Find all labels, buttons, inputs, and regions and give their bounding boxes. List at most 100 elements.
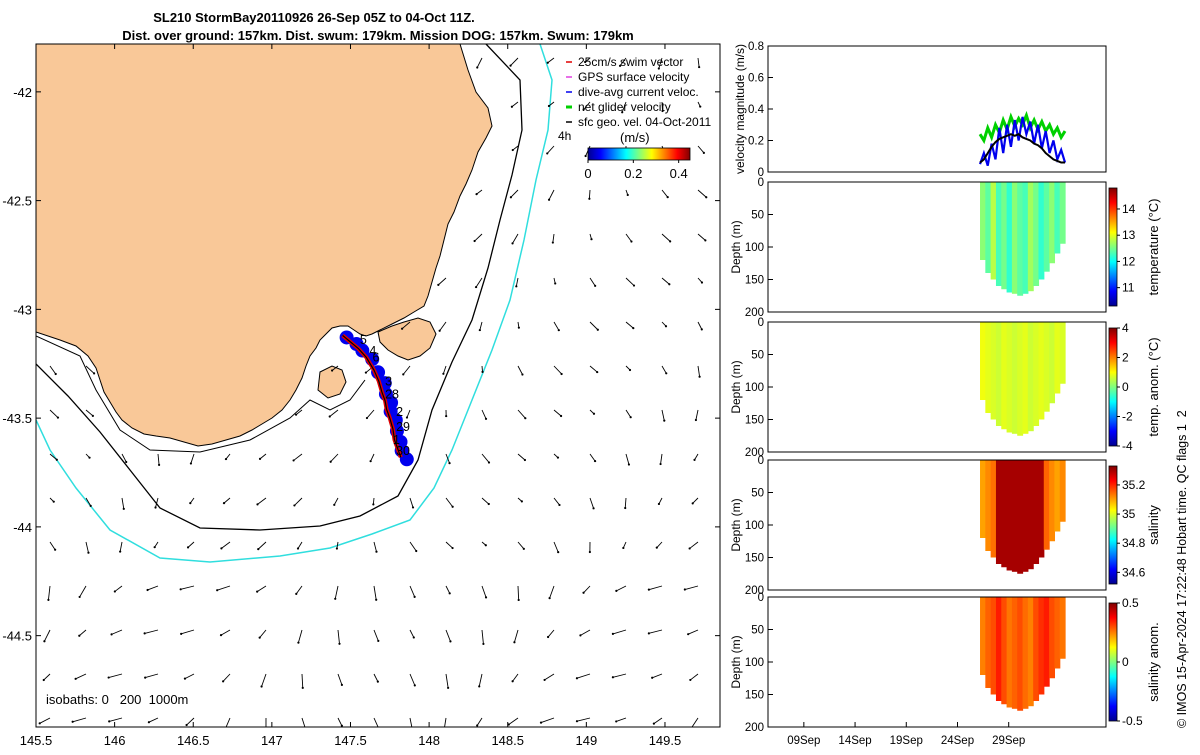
vector-arrow-head [482, 643, 484, 645]
section-ytick-label: 150 [745, 415, 764, 427]
section-cell [1049, 460, 1055, 541]
vector-arrow-head [154, 506, 156, 508]
vector-arrow-head [651, 677, 653, 679]
vector-arrow-head [701, 281, 703, 283]
section-ytick-label: 0 [758, 317, 764, 329]
map-ytick-label: -43 [13, 302, 32, 317]
section-ytick-label: 100 [745, 242, 764, 254]
vector-arrow-head [375, 599, 377, 601]
section-colorbar-tick-label: 34.6 [1122, 565, 1146, 579]
section-colorbar-tick-label: 0.5 [1122, 596, 1139, 610]
vector-arrow-head [592, 507, 594, 509]
section-cell [985, 322, 991, 413]
section-cell [1007, 460, 1013, 571]
section-cell [1033, 322, 1039, 426]
vector-arrow-head [53, 501, 55, 503]
vector-arrow-head [698, 66, 700, 68]
section-cell [1049, 597, 1055, 678]
speed-colorbar [588, 148, 690, 160]
vector-arrow-head [560, 415, 562, 417]
vector-arrow-head [593, 413, 595, 415]
section-cell [980, 182, 986, 260]
map-xtick-label: 149 [575, 733, 597, 748]
section-ylabel: Depth (m) [729, 498, 743, 551]
section-cell [1038, 597, 1044, 695]
vector-arrow-head [693, 459, 695, 461]
vector-arrow-head [259, 458, 261, 460]
vector-arrow-head [615, 720, 617, 722]
section-colorbar-tick-label: -0.5 [1122, 714, 1143, 728]
section-cell [1023, 322, 1029, 434]
section-cell [1054, 597, 1060, 669]
section-colorbar-tick-label: 35.2 [1122, 478, 1146, 492]
vector-arrow-head [524, 459, 526, 461]
vector-arrow-head [56, 459, 58, 461]
vector-arrow-head [612, 676, 614, 678]
colorbar-title: (m/s) [620, 130, 650, 145]
section-cell [1007, 322, 1013, 433]
vector-arrow-head [377, 640, 379, 642]
section-ytick-label: 150 [745, 275, 764, 287]
vector-arrow-head [257, 548, 259, 550]
section-cell [985, 182, 991, 273]
isobath-label: isobaths: 0 200 1000m [46, 692, 188, 707]
colorbar-tick-label: 0.4 [670, 166, 688, 181]
vector-arrow-head [412, 506, 414, 508]
velocity-ytick-label: 0.8 [748, 41, 764, 53]
vector-arrow-head [189, 502, 191, 504]
vector-arrow-head [690, 728, 692, 730]
vector-arrow-head [146, 589, 148, 591]
section-cell [1028, 322, 1034, 431]
section-colorbar [1109, 188, 1117, 306]
section-cell [991, 460, 997, 558]
section-colorbar-label: temp. anom. (°C) [1146, 337, 1161, 436]
section-cell [1044, 460, 1050, 550]
section-colorbar-tick-label: 0 [1122, 655, 1129, 669]
vector-arrow-head [180, 633, 182, 635]
day-label: 6 [372, 351, 379, 365]
section-ytick-label: 150 [745, 690, 764, 702]
section-cell [1038, 322, 1044, 420]
time-tick-label: 19Sep [890, 735, 923, 747]
vector-arrow-head [576, 720, 578, 722]
section-cell [1012, 460, 1018, 572]
section-cell [985, 597, 991, 688]
vector-arrow-head [220, 547, 222, 549]
vector-arrow-head [72, 721, 74, 723]
section-cell [991, 182, 997, 280]
vector-arrow-head [628, 463, 630, 465]
vector-arrow-head [632, 327, 634, 329]
section-ytick-label: 50 [751, 210, 764, 222]
vector-arrow-head [594, 460, 596, 462]
vector-arrow-head [57, 416, 59, 418]
section-cell [991, 597, 997, 695]
vector-arrow-head [452, 506, 454, 508]
vector-arrow-head [114, 590, 116, 592]
vector-arrow-head [476, 724, 478, 726]
vector-arrow-head [370, 460, 372, 462]
map-xtick-label: 145.5 [20, 733, 53, 748]
vector-arrow-head [485, 418, 487, 420]
vector-arrow-head [630, 416, 632, 418]
section-cell [1044, 182, 1050, 272]
velocity-ytick-label: 0.4 [748, 104, 765, 116]
vector-arrow-head [540, 721, 542, 723]
vector-arrow-head [123, 508, 125, 510]
vector-arrow-head [331, 369, 333, 371]
vector-arrow-head [511, 106, 513, 108]
section-ytick-label: 0 [758, 455, 764, 467]
vector-arrow-head [523, 548, 525, 550]
section-cell [1012, 322, 1018, 434]
vector-arrow-head [547, 62, 549, 64]
day-label: 30 [396, 444, 410, 458]
vector-arrow-head [260, 685, 262, 687]
vector-arrow-head [513, 641, 515, 643]
velocity-ylabel: velocity magnitude (m/s) [733, 44, 747, 174]
vector-arrow-head [377, 681, 379, 683]
vector-arrow-head [39, 722, 41, 724]
vector-arrow-head [449, 640, 451, 642]
section-colorbar-tick-label: 34.8 [1122, 536, 1146, 550]
vector-arrow-head [665, 372, 667, 374]
